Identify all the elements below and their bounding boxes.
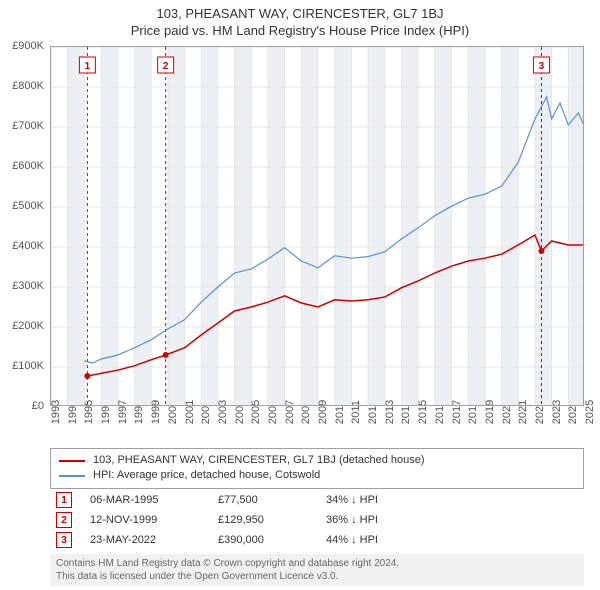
- y-tick-label: £0: [32, 400, 44, 412]
- year-band: [235, 47, 252, 406]
- y-tick-label: £800K: [12, 80, 44, 92]
- legend-label: HPI: Average price, detached house, Cots…: [93, 468, 320, 483]
- title-sub: Price paid vs. HM Land Registry's House …: [0, 23, 600, 38]
- plot: 1 2 3: [50, 46, 584, 406]
- y-tick-label: £300K: [12, 280, 44, 292]
- y-tick-label: £400K: [12, 240, 44, 252]
- year-band: [368, 47, 385, 406]
- marker-delta: 34% ↓ HPI: [326, 494, 578, 506]
- markers-table: 1 06-MAR-1995 £77,500 34% ↓ HPI 2 12-NOV-1999…: [50, 490, 584, 550]
- year-band: [468, 47, 485, 406]
- titles: 103, PHEASANT WAY, CIRENCESTER, GL7 1BJ …: [0, 0, 600, 38]
- marker-price: £77,500: [218, 494, 308, 506]
- legend-swatch: [59, 460, 85, 462]
- y-tick-label: £700K: [12, 120, 44, 132]
- marker-price: £129,950: [218, 514, 308, 526]
- marker-price: £390,000: [218, 534, 308, 546]
- marker-badge-label: 2: [163, 61, 169, 72]
- legend: 103, PHEASANT WAY, CIRENCESTER, GL7 1BJ …: [50, 448, 584, 489]
- chart-area: £0£100K£200K£300K£400K£500K£600K£700K£80…: [50, 46, 584, 406]
- y-tick-label: £100K: [12, 360, 44, 372]
- marker-row-badge: 3: [56, 532, 72, 548]
- marker-badge-label: 1: [85, 61, 91, 72]
- marker-delta: 36% ↓ HPI: [326, 514, 578, 526]
- year-band: [535, 47, 552, 406]
- year-band: [168, 47, 185, 406]
- marker-date: 12-NOV-1999: [90, 514, 200, 526]
- year-band: [68, 47, 85, 406]
- marker-delta: 44% ↓ HPI: [326, 534, 578, 546]
- legend-swatch: [59, 475, 85, 477]
- y-tick-label: £500K: [12, 200, 44, 212]
- marker-row: 2 12-NOV-1999 £129,950 36% ↓ HPI: [50, 510, 584, 530]
- y-tick-label: £200K: [12, 320, 44, 332]
- year-band: [568, 47, 584, 406]
- marker-row-badge: 2: [56, 512, 72, 528]
- marker-badge-label: 3: [539, 61, 545, 72]
- year-band: [101, 47, 118, 406]
- year-band: [435, 47, 452, 406]
- year-band: [502, 47, 519, 406]
- chart-container: 103, PHEASANT WAY, CIRENCESTER, GL7 1BJ …: [0, 0, 600, 590]
- marker-date: 23-MAY-2022: [90, 534, 200, 546]
- y-tick-label: £600K: [12, 160, 44, 172]
- year-band: [401, 47, 418, 406]
- year-band: [134, 47, 151, 406]
- legend-item: HPI: Average price, detached house, Cots…: [59, 468, 575, 483]
- marker-row: 1 06-MAR-1995 £77,500 34% ↓ HPI: [50, 490, 584, 510]
- footer: Contains HM Land Registry data © Crown c…: [50, 554, 584, 586]
- x-tick-label: 2025: [584, 400, 596, 424]
- y-tick-label: £900K: [12, 40, 44, 52]
- year-band: [301, 47, 318, 406]
- marker-date: 06-MAR-1995: [90, 494, 200, 506]
- footer-line2: This data is licensed under the Open Gov…: [56, 570, 578, 583]
- marker-row-badge: 1: [56, 492, 72, 508]
- legend-item: 103, PHEASANT WAY, CIRENCESTER, GL7 1BJ …: [59, 453, 575, 468]
- legend-label: 103, PHEASANT WAY, CIRENCESTER, GL7 1BJ …: [93, 453, 425, 468]
- footer-line1: Contains HM Land Registry data © Crown c…: [56, 557, 578, 570]
- year-band: [201, 47, 218, 406]
- year-band: [335, 47, 352, 406]
- marker-row: 3 23-MAY-2022 £390,000 44% ↓ HPI: [50, 530, 584, 550]
- title-main: 103, PHEASANT WAY, CIRENCESTER, GL7 1BJ: [0, 6, 600, 21]
- year-band: [268, 47, 285, 406]
